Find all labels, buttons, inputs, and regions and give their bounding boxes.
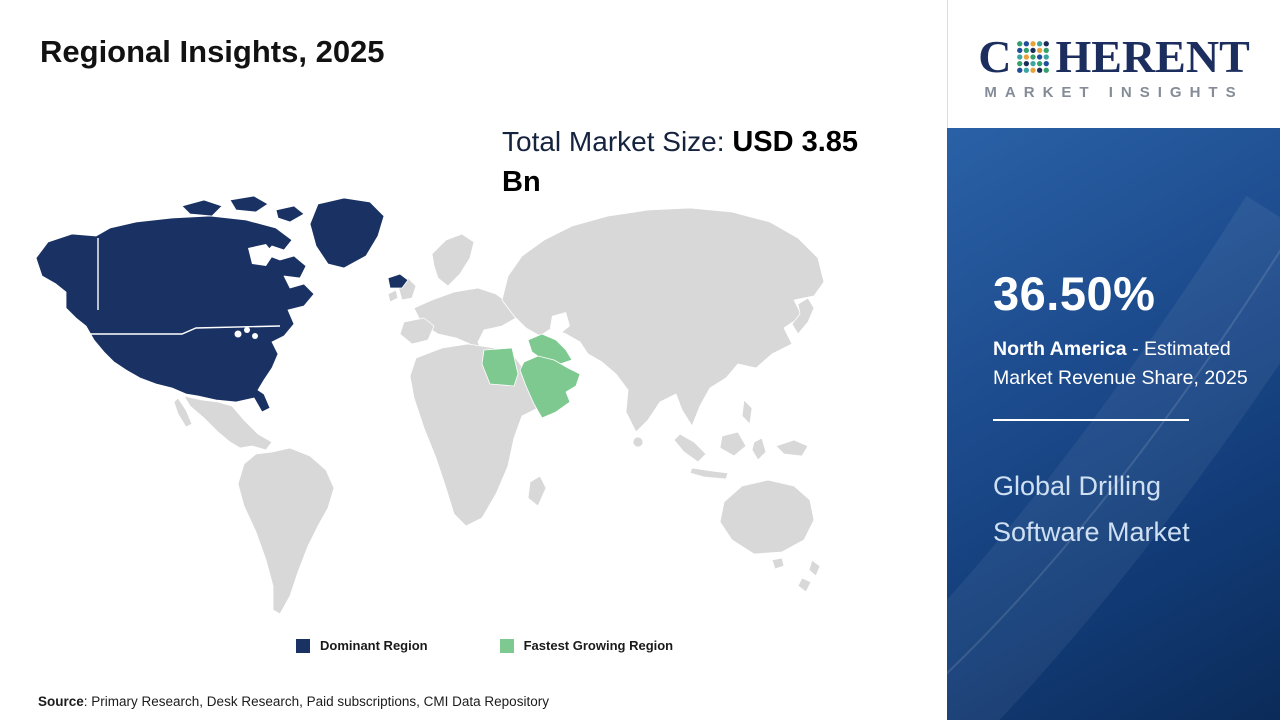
fastest-growing-region-label: Fastest Growing Region (523, 638, 674, 653)
region-north-america (35, 195, 409, 413)
sidebar-swoosh-decoration (947, 195, 1280, 720)
world-map-svg (35, 195, 825, 615)
legend-item-fastest-growing: Fastest Growing Region (499, 638, 674, 653)
source-label: Source (38, 694, 84, 709)
region-middle-east (481, 333, 581, 419)
brand-wordmark: C HERENT (978, 30, 1250, 82)
sidebar-content: 36.50% North America - Estimated Market … (947, 128, 1280, 555)
total-market-size-value: USD 3.85 Bn (502, 126, 859, 198)
total-market-size-label: Total Market Size: (502, 126, 733, 157)
source-line: Source: Primary Research, Desk Research,… (38, 694, 549, 709)
source-text: : Primary Research, Desk Research, Paid … (83, 694, 549, 709)
market-name: Global Drilling Software Market (993, 471, 1190, 547)
map-legend: Dominant Region Fastest Growing Region (296, 638, 673, 653)
dominant-region-label: Dominant Region (320, 638, 428, 653)
legend-item-dominant: Dominant Region (296, 638, 428, 653)
total-market-size: Total Market Size: USD 3.85 Bn (502, 122, 902, 202)
market-share-description: North America - Estimated Market Revenue… (993, 335, 1249, 393)
sidebar-panel: 36.50% North America - Estimated Market … (947, 128, 1280, 720)
brand-letter-c: C (978, 30, 1012, 82)
logo-area: C HERENT MARKET INSIGHTS (947, 0, 1280, 128)
page-title: Regional Insights, 2025 (40, 34, 385, 69)
dotted-globe-icon (1017, 40, 1050, 73)
market-share-value: 36.50% (993, 267, 1156, 320)
sidebar-divider (993, 419, 1189, 421)
brand-letters-rest: HERENT (1055, 30, 1250, 82)
world-map (32, 194, 832, 624)
fastest-growing-region-swatch (499, 638, 514, 653)
market-share-description-rest: - Estimated Market Revenue Share, 2025 (993, 338, 1248, 389)
world-landmass-group (173, 207, 825, 615)
dominant-region-swatch (296, 638, 310, 653)
brand-subtitle: MARKET INSIGHTS (984, 83, 1244, 101)
market-share-region: North America (993, 338, 1127, 360)
